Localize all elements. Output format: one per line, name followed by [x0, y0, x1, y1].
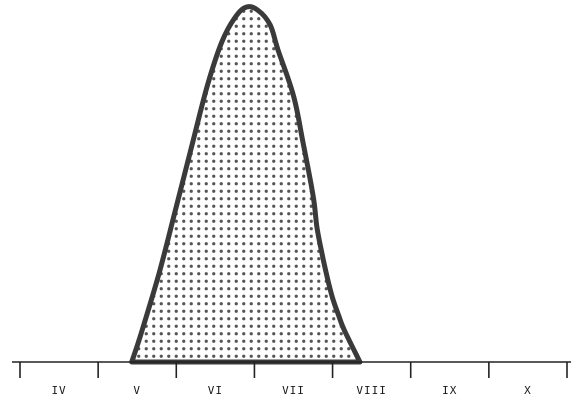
x-tick-label: V — [133, 384, 141, 397]
x-tick-label: IX — [442, 384, 457, 397]
distribution-area — [129, 4, 363, 365]
x-axis: IV V VI VII VIII IX X — [12, 361, 571, 397]
x-tick-label: VI — [208, 384, 223, 397]
x-tick-label: IV — [51, 384, 66, 397]
x-tick-label: VIII — [356, 384, 387, 397]
x-tick-label: X — [524, 384, 532, 397]
x-tick-label: VII — [282, 384, 305, 397]
plot-area — [129, 4, 363, 365]
